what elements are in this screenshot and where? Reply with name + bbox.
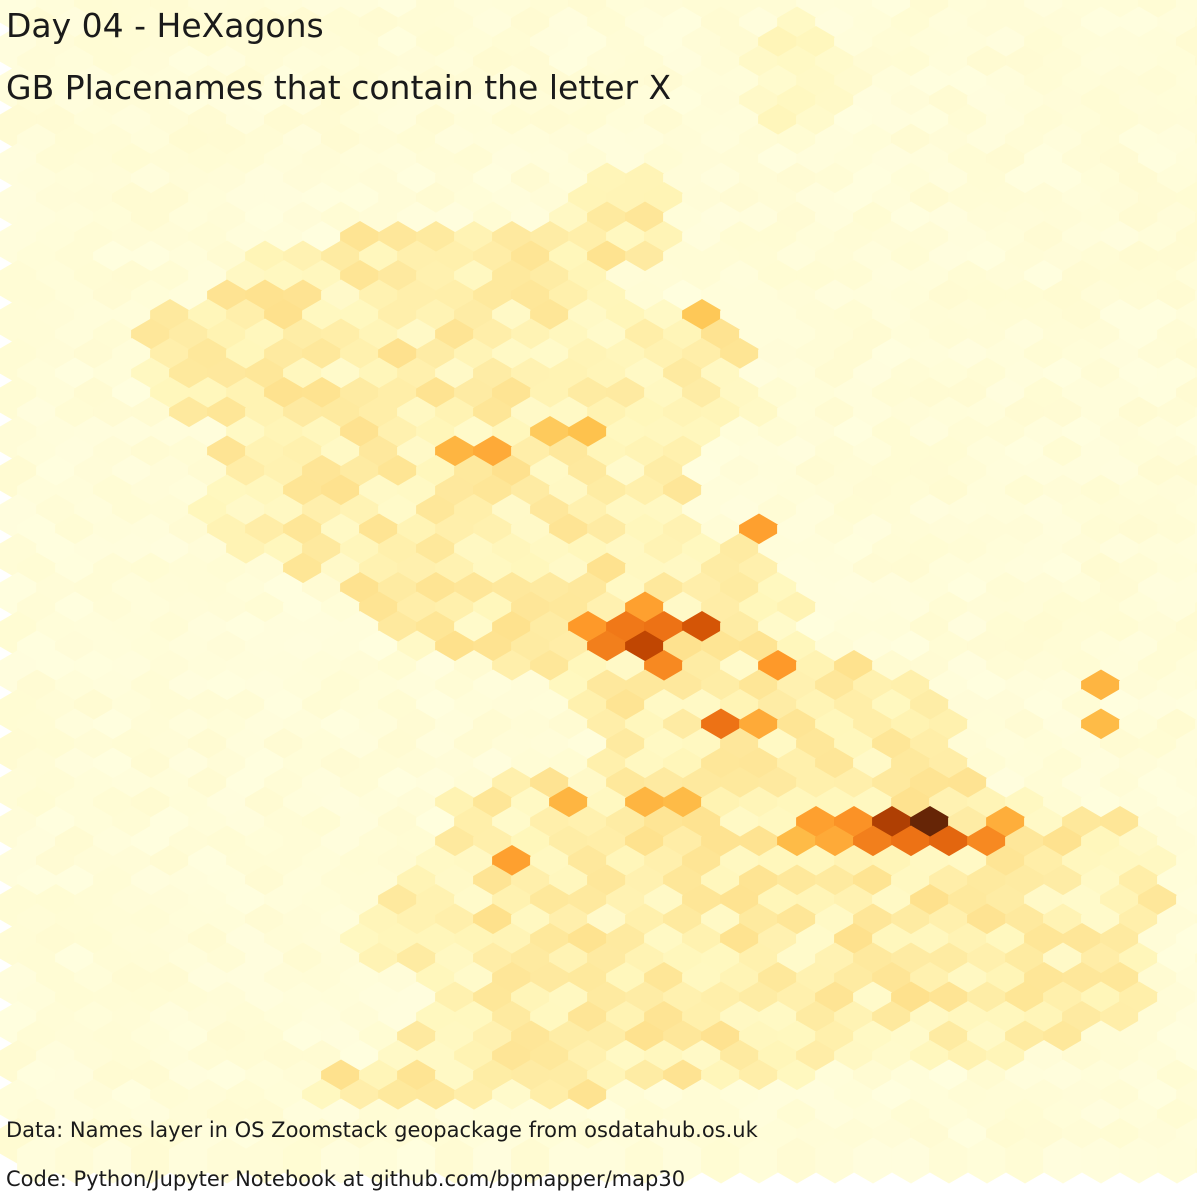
data-credit: Data: Names layer in OS Zoomstack geopac… — [6, 1118, 758, 1142]
code-credit: Code: Python/Jupyter Notebook at github.… — [6, 1167, 686, 1191]
map-title: Day 04 - HeXagons — [6, 6, 324, 45]
map-subtitle: GB Placenames that contain the letter X — [6, 68, 672, 107]
